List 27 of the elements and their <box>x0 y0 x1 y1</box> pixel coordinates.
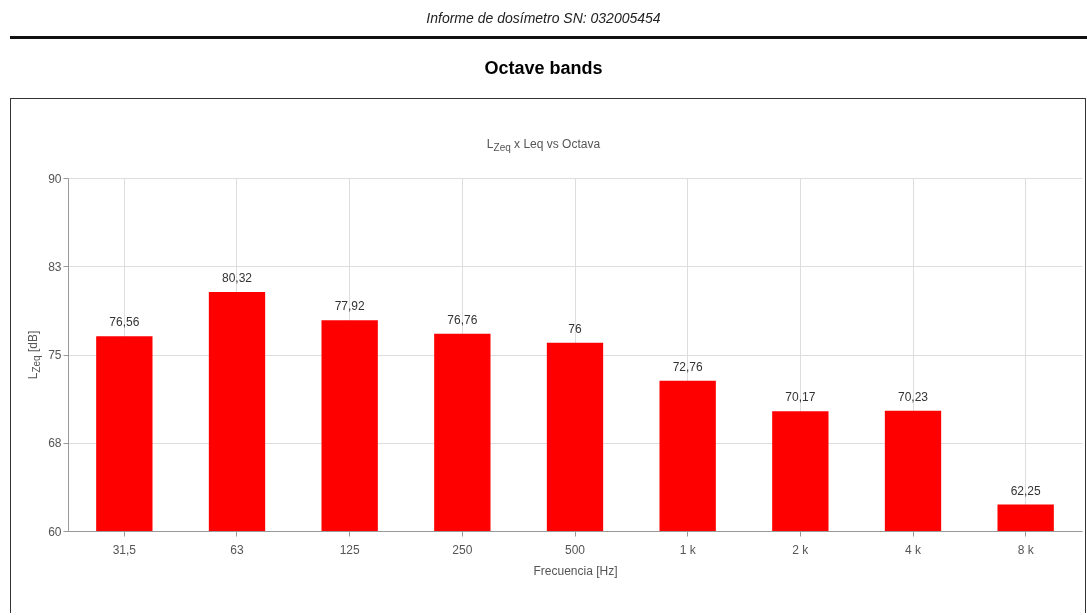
data-label: 70,17 <box>785 390 816 405</box>
data-label: 62,25 <box>1010 483 1042 498</box>
x-tick-label: 8 k <box>1017 542 1035 557</box>
x-tick-label: 63 <box>230 542 244 557</box>
data-label: 76,56 <box>109 315 140 330</box>
x-tick-label: 4 k <box>904 542 922 557</box>
data-label: 76 <box>568 321 582 336</box>
x-tick-label: 500 <box>564 542 586 557</box>
x-tick-label: 1 k <box>679 542 697 557</box>
data-label: 70,23 <box>897 389 929 404</box>
chart-subtitle: L$_{Zeq}$ x Leq vs Octava <box>485 137 602 154</box>
chart-title: Octave bands <box>483 58 604 79</box>
data-label: 80,32 <box>221 270 253 285</box>
x-tick-label: 31,5 <box>112 542 137 557</box>
y-tick-label: 83 <box>48 259 62 274</box>
x-tick-label: 250 <box>452 542 473 557</box>
x-tick-label: 125 <box>339 542 360 557</box>
data-label: 72,76 <box>672 359 704 374</box>
text: Informe de dosímetro SN: 032005454 <box>425 10 662 26</box>
y-tick-label: 90 <box>48 171 62 186</box>
y-tick-label: 75 <box>48 348 62 362</box>
x-tick-label: 2 k <box>792 542 810 557</box>
y-tick-label: 60 <box>48 524 62 539</box>
y-tick-label: 68 <box>48 436 62 451</box>
data-label: 76,76 <box>447 312 478 327</box>
data-label: 77,92 <box>334 299 366 314</box>
x-axis-title: Frecuencia [Hz] <box>533 563 618 578</box>
